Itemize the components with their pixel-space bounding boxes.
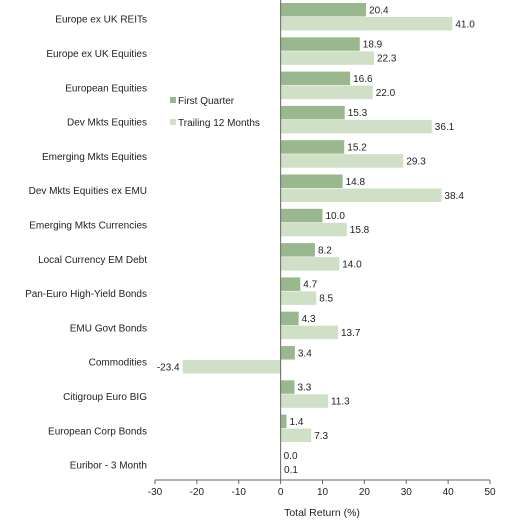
value-label-trailing-12-months-emu-govt-bonds: 13.7 — [341, 328, 361, 339]
value-label-trailing-12-months-dev-mkts-equities: 36.1 — [435, 122, 455, 133]
legend: First Quarter Trailing 12 Months — [170, 96, 260, 129]
bar-first-quarter-european-equities — [280, 71, 351, 86]
value-label-trailing-12-months-europe-ex-uk-reits: 41.0 — [455, 19, 475, 30]
bar-first-quarter-european-corp-bonds — [280, 414, 287, 429]
value-label-first-quarter-european-equities: 16.6 — [353, 74, 373, 85]
bar-trailing-12-months-emu-govt-bonds — [280, 325, 338, 340]
x-axis-title: Total Return (%) — [284, 507, 360, 519]
value-label-trailing-12-months-dev-mkts-equities-ex-emu: 38.4 — [444, 191, 464, 202]
x-tick-label-7: 40 — [443, 487, 455, 498]
bar-first-quarter-europe-ex-uk-equities — [280, 37, 360, 51]
x-axis: -30 -20 -10 0 10 20 30 40 50 — [148, 0, 496, 498]
category-label-emerging-mkts-currencies: Emerging Mkts Currencies — [29, 220, 147, 231]
bar-trailing-12-months-local-currency-em-debt — [280, 257, 340, 271]
bar-trailing-12-months-dev-mkts-equities-ex-emu — [280, 188, 442, 202]
bar-trailing-12-months-emerging-mkts-equities — [280, 154, 404, 168]
value-label-first-quarter-euribor-3-month: 0.0 — [284, 451, 298, 462]
bar-trailing-12-months-citigroup-euro-big — [280, 394, 328, 408]
bar-trailing-12-months-european-corp-bonds — [280, 428, 312, 443]
bar-first-quarter-dev-mkts-equities-ex-emu — [280, 174, 343, 188]
value-label-trailing-12-months-european-corp-bonds: 7.3 — [314, 431, 328, 442]
x-tick-label-4: 10 — [317, 487, 329, 498]
category-label-emerging-mkts-equities: Emerging Mkts Equities — [42, 152, 147, 163]
bar-first-quarter-pan-euro-high-yield-bonds — [280, 277, 301, 291]
bar-trailing-12-months-europe-ex-uk-equities — [280, 51, 375, 65]
value-label-trailing-12-months-emerging-mkts-currencies: 15.8 — [350, 225, 370, 236]
value-label-trailing-12-months-euribor-3-month: 0.1 — [284, 465, 298, 476]
bar-first-quarter-citigroup-euro-big — [280, 380, 295, 394]
value-label-trailing-12-months-emerging-mkts-equities: 29.3 — [406, 156, 426, 167]
x-tick-label-2: -10 — [232, 487, 247, 498]
value-label-first-quarter-local-currency-em-debt: 8.2 — [318, 245, 332, 256]
category-label-european-corp-bonds: European Corp Bonds — [48, 426, 147, 437]
x-tick-label-5: 20 — [359, 487, 371, 498]
value-label-first-quarter-europe-ex-uk-equities: 18.9 — [363, 40, 383, 51]
category-label-dev-mkts-equities: Dev Mkts Equities — [67, 118, 147, 129]
value-label-first-quarter-citigroup-euro-big: 3.3 — [297, 383, 311, 394]
category-label-commodities: Commodities — [89, 358, 147, 369]
category-label-citigroup-euro-big: Citigroup Euro BIG — [63, 392, 147, 403]
x-tick-label-6: 30 — [401, 487, 413, 498]
bar-first-quarter-emu-govt-bonds — [280, 311, 299, 326]
bar-first-quarter-local-currency-em-debt — [280, 243, 315, 257]
bar-trailing-12-months-dev-mkts-equities — [280, 119, 432, 134]
bar-first-quarter-dev-mkts-equities — [280, 105, 345, 120]
value-label-trailing-12-months-europe-ex-uk-equities: 22.3 — [377, 54, 397, 65]
category-label-emu-govt-bonds: EMU Govt Bonds — [70, 323, 147, 334]
bar-first-quarter-emerging-mkts-equities — [280, 140, 345, 154]
bar-trailing-12-months-european-equities — [280, 85, 373, 100]
value-label-first-quarter-dev-mkts-equities-ex-emu: 14.8 — [346, 177, 366, 188]
value-label-first-quarter-dev-mkts-equities: 15.3 — [348, 108, 368, 119]
value-label-trailing-12-months-european-equities: 22.0 — [376, 88, 396, 99]
value-label-first-quarter-emerging-mkts-equities: 15.2 — [347, 142, 367, 153]
value-label-trailing-12-months-commodities: -23.4 — [157, 362, 180, 373]
bar-first-quarter-europe-ex-uk-reits — [280, 3, 367, 17]
bar-trailing-12-months-emerging-mkts-currencies — [280, 222, 347, 237]
value-label-first-quarter-emu-govt-bonds: 4.3 — [302, 314, 316, 325]
value-label-first-quarter-pan-euro-high-yield-bonds: 4.7 — [303, 280, 317, 291]
category-label-pan-euro-high-yield-bonds: Pan-Euro High-Yield Bonds — [25, 289, 147, 300]
category-label-europe-ex-uk-equities: Europe ex UK Equities — [46, 49, 147, 60]
bar-trailing-12-months-europe-ex-uk-reits — [280, 17, 453, 31]
value-label-trailing-12-months-pan-euro-high-yield-bonds: 8.5 — [319, 294, 333, 305]
value-label-first-quarter-emerging-mkts-currencies: 10.0 — [326, 211, 346, 222]
x-tick-label-1: -20 — [190, 487, 205, 498]
category-label-layer: Europe ex UK REITs Europe ex UK Equities E… — [25, 15, 147, 472]
value-label-first-quarter-european-corp-bonds: 1.4 — [289, 417, 303, 428]
value-label-layer: 20.4 41.0 18.9 22.3 16.622.0 15.3 36.1 15.2 29.3… — [157, 5, 475, 476]
bar-first-quarter-emerging-mkts-currencies — [280, 208, 323, 223]
x-tick-label-8: 50 — [484, 487, 496, 498]
category-label-european-equities: European Equities — [65, 83, 147, 94]
bar-layer — [182, 3, 453, 477]
category-label-dev-mkts-equities-ex-emu: Dev Mkts Equities ex EMU — [29, 186, 147, 197]
value-label-first-quarter-europe-ex-uk-reits: 20.4 — [369, 5, 389, 16]
legend-label-first-quarter: First Quarter — [178, 96, 235, 107]
legend-label-trailing-12-months: Trailing 12 Months — [178, 118, 260, 129]
value-label-first-quarter-commodities: 3.4 — [298, 348, 312, 359]
value-label-trailing-12-months-local-currency-em-debt: 14.0 — [342, 259, 362, 270]
bar-trailing-12-months-pan-euro-high-yield-bonds — [280, 291, 317, 305]
category-label-euribor-3-month: Euribor - 3 Month — [70, 461, 147, 472]
bar-first-quarter-commodities — [280, 346, 295, 360]
x-tick-label-3: 0 — [278, 487, 284, 498]
legend-swatch-trailing-12-months — [170, 119, 176, 125]
x-tick-label-0: -30 — [148, 487, 163, 498]
bar-trailing-12-months-commodities — [182, 360, 281, 374]
category-label-europe-ex-uk-reits: Europe ex UK REITs — [55, 15, 147, 26]
category-label-local-currency-em-debt: Local Currency EM Debt — [38, 255, 147, 266]
legend-swatch-first-quarter — [170, 97, 176, 103]
value-label-trailing-12-months-citigroup-euro-big: 11.3 — [331, 397, 350, 408]
